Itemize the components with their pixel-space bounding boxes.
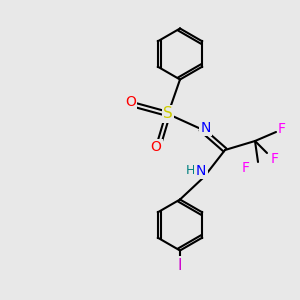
Text: H: H (186, 164, 195, 178)
Text: N: N (196, 164, 206, 178)
Text: F: F (278, 122, 286, 136)
Text: O: O (125, 95, 136, 109)
Text: I: I (178, 258, 182, 273)
Text: O: O (151, 140, 161, 154)
Text: N: N (200, 121, 211, 134)
Text: F: F (271, 152, 278, 166)
Text: F: F (242, 161, 250, 175)
Text: S: S (163, 106, 173, 122)
